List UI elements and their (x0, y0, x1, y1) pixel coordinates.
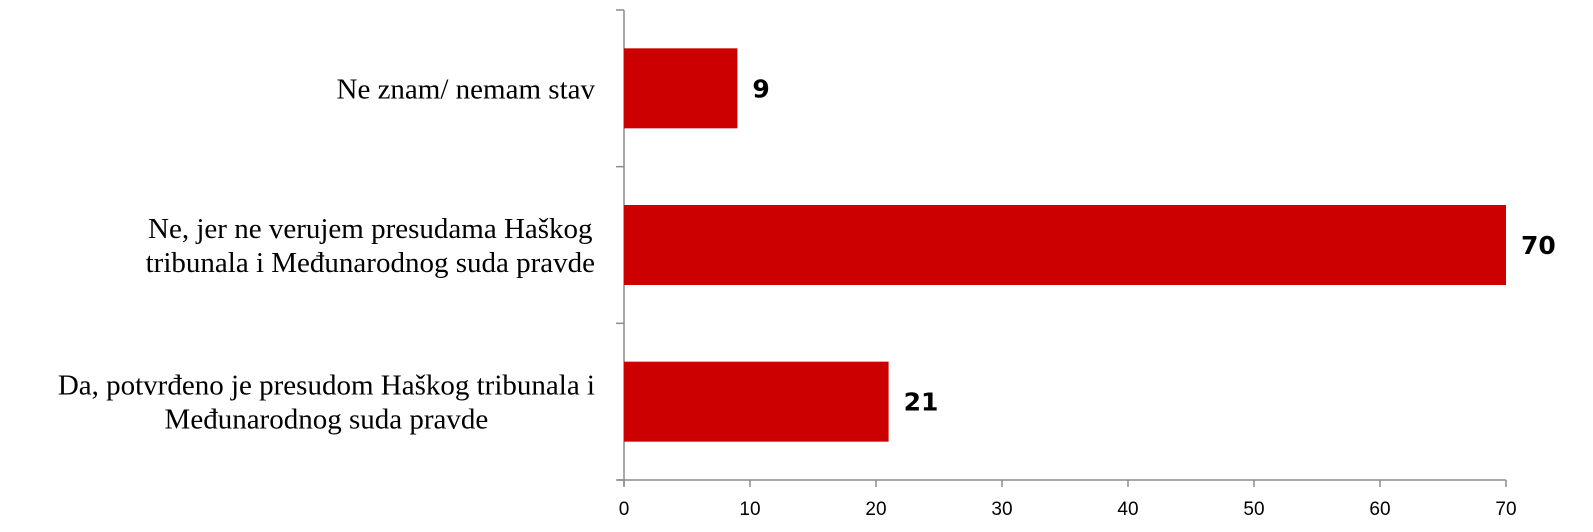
x-tick-label: 50 (1243, 499, 1264, 520)
chart-labels: 0 10 20 30 40 50 60 70 9 Ne znam/ nemam stav 70 Ne,… (58, 73, 1556, 520)
x-tick-label: 70 (1495, 499, 1516, 520)
x-tick-label: 30 (991, 499, 1012, 520)
x-tick-label: 10 (739, 499, 760, 520)
data-label: 70 (1521, 231, 1556, 260)
bar (624, 361, 889, 442)
category-label-line: Da, potvrđeno je presudom Haškog tribuna… (58, 370, 595, 402)
x-tick-label: 40 (1117, 499, 1138, 520)
bar (624, 205, 1506, 285)
chart-bars (624, 48, 1506, 442)
category-label: Ne, jer ne verujem presudama Haškog tribu… (146, 213, 595, 279)
x-tick-label: 60 (1369, 499, 1390, 520)
category-label-line: Međunarodnog suda pravde (165, 404, 489, 436)
category-label: Ne znam/ nemam stav (337, 73, 596, 105)
x-tick-label: 20 (865, 499, 886, 520)
category-label-line: tribunala i Međunarodnog suda pravde (146, 247, 595, 279)
category-label: Da, potvrđeno je presudom Haškog tribuna… (58, 370, 595, 436)
bar (624, 48, 738, 129)
data-label: 9 (752, 74, 769, 103)
data-label: 21 (904, 388, 939, 417)
x-tick-label: 0 (619, 499, 630, 520)
category-label-line: Ne, jer ne verujem presudama Haškog (148, 213, 593, 245)
